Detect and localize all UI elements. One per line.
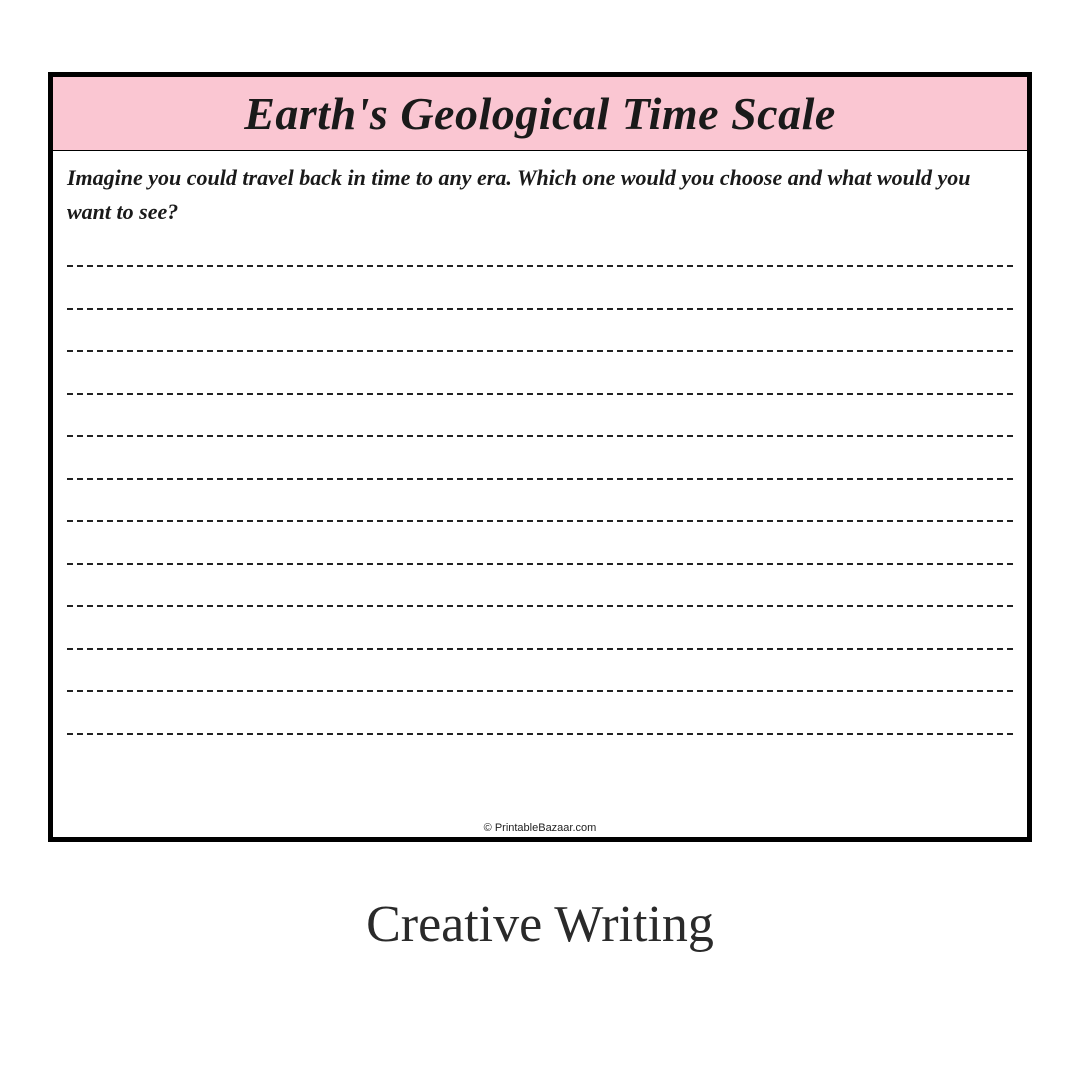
- page-caption: Creative Writing: [0, 895, 1080, 954]
- writing-line: [67, 648, 1013, 650]
- writing-line: [67, 733, 1013, 735]
- writing-line: [67, 435, 1013, 437]
- title-bar: Earth's Geological Time Scale: [53, 77, 1027, 151]
- writing-line: [67, 520, 1013, 522]
- writing-line: [67, 308, 1013, 310]
- footer-credit: © PrintableBazaar.com: [53, 820, 1027, 837]
- writing-line: [67, 393, 1013, 395]
- writing-line: [67, 690, 1013, 692]
- writing-line: [67, 605, 1013, 607]
- prompt-text: Imagine you could travel back in time to…: [67, 161, 1013, 229]
- worksheet-title: Earth's Geological Time Scale: [244, 87, 836, 140]
- prompt-area: Imagine you could travel back in time to…: [53, 151, 1027, 237]
- writing-line: [67, 265, 1013, 267]
- writing-lines-area: [53, 237, 1027, 820]
- writing-line: [67, 350, 1013, 352]
- writing-line: [67, 478, 1013, 480]
- worksheet-container: Earth's Geological Time Scale Imagine yo…: [48, 72, 1032, 842]
- writing-line: [67, 563, 1013, 565]
